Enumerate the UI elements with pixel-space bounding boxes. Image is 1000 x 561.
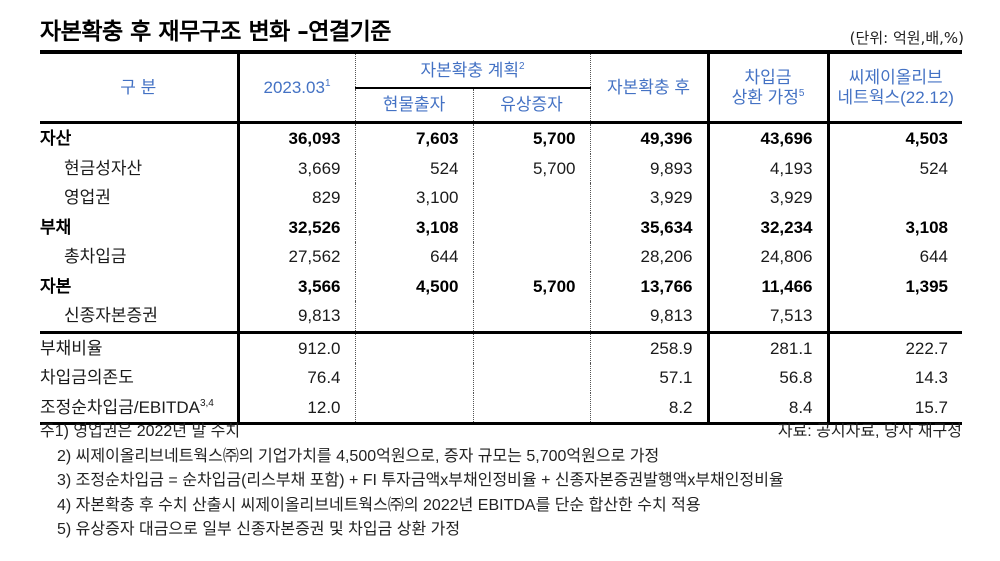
cell-cj <box>828 183 962 213</box>
cell-inkind: 4,500 <box>355 271 474 301</box>
cell-repay: 32,234 <box>708 212 830 242</box>
cell-inkind: 3,100 <box>355 183 474 213</box>
row-label: 부채비율 <box>40 330 240 363</box>
footnote-5: 5) 유상증자 대금으로 일부 신종자본증권 및 차입금 상환 가정 <box>57 521 461 538</box>
cell-after: 35,634 <box>590 212 710 242</box>
header-after: 자본확충 후 <box>590 50 710 124</box>
row-label: 자본 <box>40 271 240 301</box>
cell-rights: 5,700 <box>473 122 591 154</box>
table-row: 자산 36,093 7,603 5,700 49,396 43,696 4,503 <box>40 122 962 154</box>
cell-v2023: 36,093 <box>238 122 356 154</box>
row-label: 영업권 <box>40 183 240 213</box>
table-row: 부채비율 912.0 258.9 281.1 222.7 <box>40 330 963 363</box>
cell-v2023: 9,813 <box>238 301 356 332</box>
cell-cj: 15.7 <box>828 392 963 425</box>
cell-v2023: 3,669 <box>238 153 356 183</box>
cell-rights <box>473 242 591 272</box>
cell-cj <box>828 301 962 332</box>
cell-rights <box>473 330 591 363</box>
footnote-2: 2) 씨제이올리브네트웍스㈜의 기업가치를 4,500억원으로, 증자 규모는 … <box>57 447 660 465</box>
cell-repay: 8.4 <box>708 392 830 425</box>
table-row: 신종자본증권 9,813 9,813 7,513 <box>40 301 962 332</box>
cell-rights <box>473 392 591 425</box>
cell-v2023: 27,562 <box>238 242 356 272</box>
cell-v2023: 3,566 <box>238 271 356 301</box>
row-label: 조정순차입금/EBITDA3,4 <box>40 392 240 425</box>
cell-repay: 43,696 <box>708 122 830 154</box>
table-row: 부채 32,526 3,108 35,634 32,234 3,108 <box>40 212 962 242</box>
cell-repay: 3,929 <box>708 183 830 213</box>
cell-cj: 4,503 <box>905 129 949 149</box>
financial-structure-table: 구 분 2023.031 자본확충 계획2 자본확충 후 차입금 상환 가정5 씨… <box>40 50 963 425</box>
cell-after: 9,893 <box>590 153 710 183</box>
cell-rights: 5,700 <box>473 271 591 301</box>
row-label: 차입금의존도 <box>40 363 240 393</box>
footnote-3: 3) 조정순차입금 = 순차입금(리스부채 포함) + FI 투자금액x부채인정… <box>57 472 784 489</box>
cell-cj: 3,108 <box>905 217 949 237</box>
cell-after: 8.2 <box>590 392 710 425</box>
table-row: 조정순차입금/EBITDA3,4 12.0 8.2 8.4 15.7 <box>40 392 963 425</box>
cell-v2023: 829 <box>238 183 356 213</box>
table-row: 총차입금 27,562 644 28,206 24,806 644 <box>40 242 962 272</box>
cell-inkind <box>355 363 474 393</box>
cell-after: 57.1 <box>590 363 710 393</box>
cell-inkind <box>355 392 474 425</box>
cell-cj: 14.3 <box>914 368 949 388</box>
cell-v2023: 12.0 <box>238 392 356 425</box>
cell-inkind: 7,603 <box>355 122 474 154</box>
cell-rights: 5,700 <box>473 153 591 183</box>
row-label: 부채 <box>40 212 240 242</box>
cell-rights <box>473 183 591 213</box>
cell-after: 258.9 <box>590 330 710 363</box>
cell-after: 28,206 <box>590 242 710 272</box>
cell-inkind: 524 <box>355 153 474 183</box>
cell-repay: 4,193 <box>708 153 830 183</box>
cell-v2023: 912.0 <box>238 330 356 363</box>
footnotes: 자료: 공시자료, 당사 재구성 주1) 영업권은 2022년 말 수치 2) … <box>40 420 962 543</box>
table-row: 영업권 829 3,100 3,929 3,929 <box>40 183 962 213</box>
header-inkind: 현물출자 <box>355 88 474 124</box>
cell-inkind: 3,108 <box>355 212 474 242</box>
header-rights: 유상증자 <box>473 88 591 124</box>
cell-rights <box>473 301 591 332</box>
cell-cj: 222.7 <box>828 330 963 363</box>
table-row: 현금성자산 3,669 524 5,700 9,893 4,193 524 <box>40 153 962 183</box>
header-2023: 2023.031 <box>238 50 356 124</box>
row-label: 신종자본증권 <box>40 301 240 332</box>
cell-after: 13,766 <box>590 271 710 301</box>
cell-cj: 524 <box>919 158 949 178</box>
footnote-1: 주1) 영업권은 2022년 말 수치 <box>40 423 241 440</box>
header-cj: 씨제이올리브 네트웍스(22.12) <box>828 50 963 124</box>
page-title: 자본확충 후 재무구조 변화 –연결기준 <box>40 19 391 45</box>
cell-inkind <box>355 330 474 363</box>
cell-repay: 56.8 <box>708 363 830 393</box>
table-row: 자본 3,566 4,500 5,700 13,766 11,466 1,395 <box>40 271 962 301</box>
cell-after: 3,929 <box>590 183 710 213</box>
cell-v2023: 32,526 <box>238 212 356 242</box>
row-label: 총차입금 <box>40 242 240 272</box>
unit-label: (단위: 억원,배,%) <box>849 29 964 47</box>
footnote-4: 4) 자본확충 후 수치 산출시 씨제이올리브네트웍스㈜의 2022년 EBIT… <box>57 496 701 514</box>
cell-v2023: 76.4 <box>238 363 356 393</box>
header-category: 구 분 <box>40 50 240 124</box>
cell-after: 49,396 <box>590 122 710 154</box>
cell-rights <box>473 363 591 393</box>
cell-cj: 1,395 <box>905 276 949 296</box>
source-label: 자료: 공시자료, 당사 재구성 <box>777 423 962 440</box>
cell-repay: 24,806 <box>708 242 830 272</box>
cell-inkind: 644 <box>355 242 474 272</box>
header-repay: 차입금 상환 가정5 <box>708 50 830 124</box>
cell-after: 9,813 <box>590 301 710 332</box>
row-label: 자산 <box>40 122 240 154</box>
table-row: 차입금의존도 76.4 57.1 56.8 14.3 <box>40 363 962 393</box>
cell-rights <box>473 212 591 242</box>
cell-repay: 11,466 <box>708 271 830 301</box>
cell-cj: 644 <box>919 247 949 267</box>
cell-repay: 7,513 <box>708 301 830 332</box>
cell-inkind <box>355 301 474 332</box>
cell-repay: 281.1 <box>708 330 830 363</box>
row-label: 현금성자산 <box>40 153 240 183</box>
header-plan-group: 자본확충 계획2 <box>355 50 591 89</box>
